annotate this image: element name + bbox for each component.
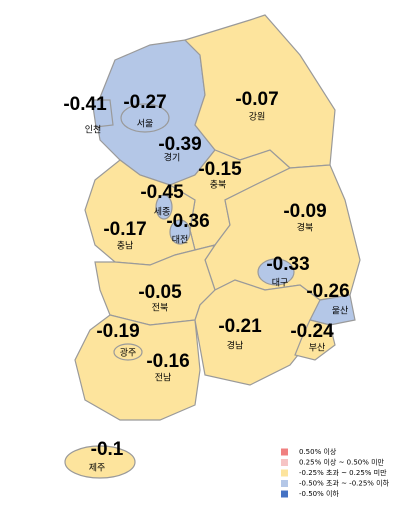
region-name: 경기 — [164, 152, 181, 164]
region-value: -0.36 — [166, 211, 209, 232]
region-value: -0.07 — [235, 89, 278, 110]
region-name: 부산 — [309, 343, 326, 354]
region-name: 전북 — [152, 303, 169, 314]
region-value: -0.05 — [138, 282, 182, 303]
region-value: -0.21 — [218, 316, 262, 337]
region-name: 충남 — [117, 241, 134, 252]
region-value: -0.15 — [198, 159, 242, 180]
region-name: 세종 — [154, 207, 171, 218]
legend-label: -0.50% 초과 ~ -0.25% 이하 — [299, 479, 390, 488]
region-name: 광주 — [120, 347, 137, 359]
region-shape — [91, 99, 114, 128]
region-value: -0.33 — [266, 254, 309, 275]
legend-swatch — [281, 448, 288, 456]
region-shape — [155, 194, 173, 220]
region-value: -0.1 — [91, 439, 124, 460]
region-value: -0.41 — [63, 94, 107, 115]
region-value: -0.16 — [146, 351, 189, 372]
region-value: -0.09 — [283, 201, 326, 222]
region-name: 충북 — [210, 180, 227, 191]
legend-label: 0.50% 이상 — [299, 447, 337, 456]
region-name: 대전 — [172, 235, 189, 246]
regions — [64, 14, 361, 479]
region-value: -0.45 — [140, 182, 184, 203]
region-name: 경남 — [227, 340, 244, 352]
legend-label: -0.25% 초과 ~ 0.25% 미만 — [299, 468, 387, 477]
region-name: 제주 — [89, 463, 106, 474]
region-shape — [64, 445, 136, 479]
region-shape — [113, 343, 143, 361]
region-value: -0.26 — [306, 281, 349, 302]
region-name: 울산 — [332, 306, 349, 317]
region-value: -0.19 — [96, 321, 139, 342]
region-name: 강원 — [249, 112, 266, 123]
region-shape — [257, 258, 295, 286]
region-shape — [294, 319, 336, 361]
region-name: 서울 — [137, 119, 154, 130]
legend-swatch — [281, 480, 288, 487]
region-name: 대구 — [272, 278, 289, 289]
legend-swatch — [281, 469, 288, 477]
region-name: 전남 — [155, 373, 172, 384]
legend-swatch — [281, 490, 288, 498]
region-name: 인천 — [85, 125, 102, 136]
region-value: -0.39 — [158, 134, 201, 155]
region-shape — [120, 103, 170, 133]
region-value: -0.24 — [290, 321, 334, 342]
region-name: 경북 — [297, 222, 314, 234]
region-value: -0.27 — [123, 92, 166, 113]
region-shape — [74, 314, 201, 421]
region-value: -0.17 — [103, 219, 146, 240]
legend-label: -0.50% 이하 — [299, 489, 339, 498]
region-shape — [309, 294, 356, 326]
legend-swatch — [281, 459, 288, 466]
region-shape — [169, 219, 191, 245]
legend-label: 0.25% 이상 ~ 0.50% 미만 — [299, 458, 385, 467]
